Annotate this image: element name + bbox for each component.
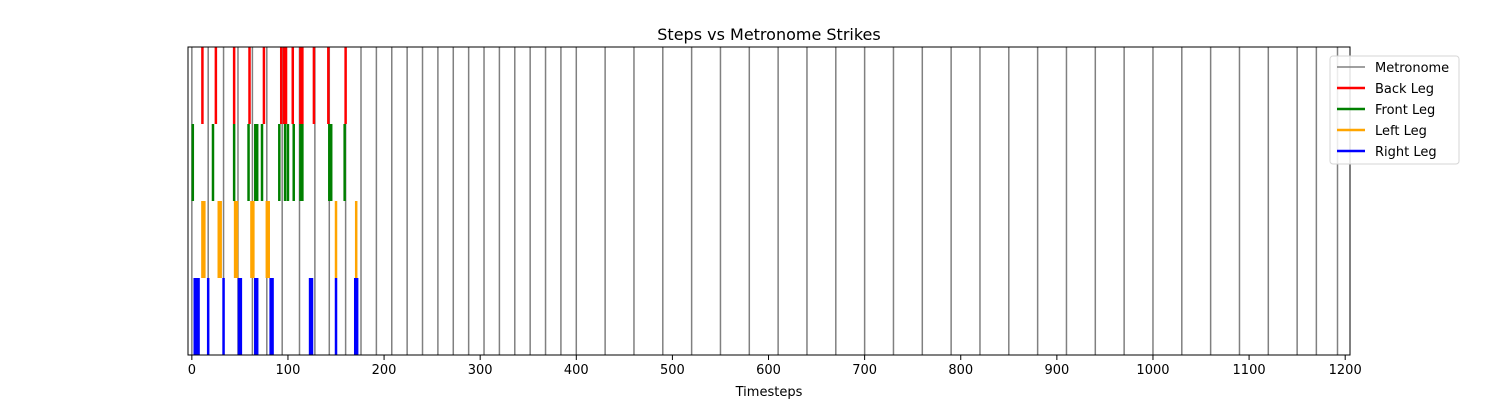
x-axis: 0 100 200 300 400 500 600 700 800 900 1000 1100 1200: [188, 355, 1362, 378]
series-right-leg: [193, 278, 359, 355]
x-tick-label: 300: [468, 363, 493, 378]
legend-frame: [1329, 55, 1460, 165]
legend-label: Metronome: [1375, 61, 1449, 76]
legend-label: Back Leg: [1375, 82, 1434, 97]
x-tick-label: 1000: [1136, 363, 1169, 378]
series-back-leg: [201, 47, 347, 124]
series-left-leg: [201, 201, 358, 278]
x-tick-label: 900: [1044, 363, 1069, 378]
x-tick-label: 700: [852, 363, 877, 378]
chart-marks: [191, 47, 1339, 355]
x-axis-label: Timesteps: [735, 385, 803, 400]
x-tick-label: 0: [188, 363, 196, 378]
x-tick-label: 1200: [1329, 363, 1362, 378]
x-tick-label: 500: [660, 363, 685, 378]
legend-label: Front Leg: [1375, 103, 1435, 118]
plot-frame: [187, 46, 1351, 356]
x-tick-label: 100: [276, 363, 301, 378]
x-tick-label: 600: [756, 363, 781, 378]
legend: Metronome Back Leg Front Leg Left Leg Right …: [1329, 55, 1460, 165]
chart-title: Steps vs Metronome Strikes: [657, 25, 880, 44]
x-tick-label: 400: [564, 363, 589, 378]
x-tick-label: 800: [948, 363, 973, 378]
x-tick-label: 200: [372, 363, 397, 378]
x-tick-label: 1100: [1233, 363, 1266, 378]
series-metronome: [191, 47, 1339, 355]
series-front-leg: [191, 124, 346, 201]
legend-label: Left Leg: [1375, 124, 1427, 139]
legend-label: Right Leg: [1375, 145, 1437, 160]
